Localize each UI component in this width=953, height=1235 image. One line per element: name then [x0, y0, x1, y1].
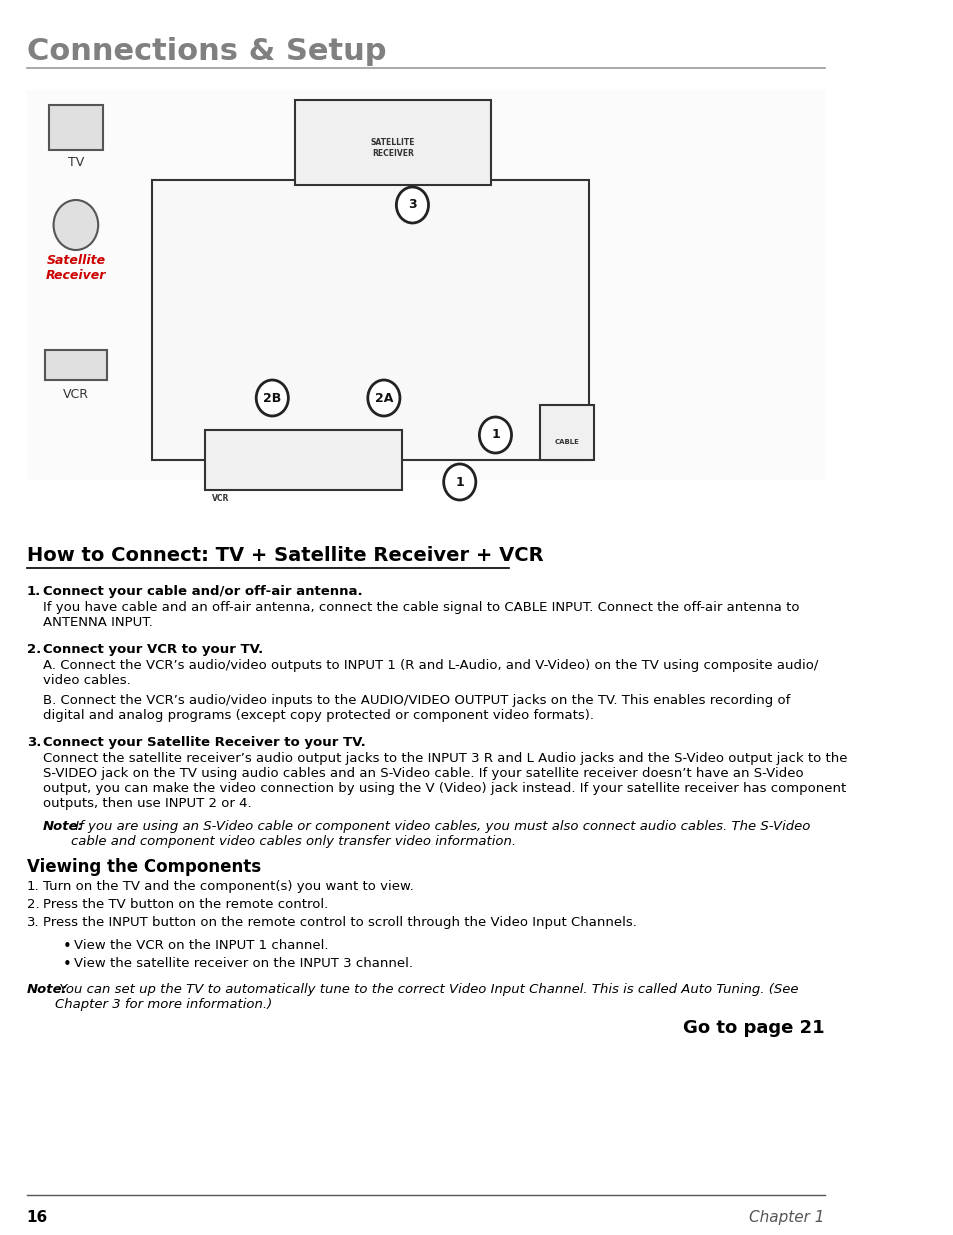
- Text: Connections & Setup: Connections & Setup: [27, 37, 386, 67]
- Text: Connect your VCR to your TV.: Connect your VCR to your TV.: [43, 643, 263, 656]
- Circle shape: [395, 186, 428, 224]
- Text: Note:: Note:: [43, 820, 84, 832]
- Text: How to Connect: TV + Satellite Receiver + VCR: How to Connect: TV + Satellite Receiver …: [27, 546, 543, 564]
- Text: If you are using an S-Video cable or component video cables, you must also conne: If you are using an S-Video cable or com…: [71, 820, 810, 848]
- Text: You can set up the TV to automatically tune to the correct Video Input Channel. : You can set up the TV to automatically t…: [55, 983, 798, 1011]
- Text: Press the INPUT button on the remote control to scroll through the Video Input C: Press the INPUT button on the remote con…: [43, 916, 636, 929]
- Text: Go to page 21: Go to page 21: [682, 1019, 824, 1037]
- Circle shape: [256, 380, 288, 416]
- Circle shape: [368, 380, 399, 416]
- Text: VCR: VCR: [212, 494, 229, 503]
- Text: Connect your cable and/or off-air antenna.: Connect your cable and/or off-air antenn…: [43, 585, 362, 598]
- Text: If you have cable and an off-air antenna, connect the cable signal to CABLE INPU: If you have cable and an off-air antenna…: [43, 601, 799, 629]
- Text: Turn on the TV and the component(s) you want to view.: Turn on the TV and the component(s) you …: [43, 881, 414, 893]
- Text: •: •: [63, 957, 71, 972]
- Text: VCR: VCR: [63, 389, 89, 401]
- Text: Satellite
Receiver: Satellite Receiver: [46, 254, 106, 282]
- Text: Connect the satellite receiver’s audio output jacks to the INPUT 3 R and L Audio: Connect the satellite receiver’s audio o…: [43, 752, 846, 810]
- Bar: [45, 350, 107, 380]
- Text: 1.: 1.: [27, 881, 39, 893]
- Bar: [539, 405, 593, 459]
- Text: Chapter 1: Chapter 1: [749, 1210, 824, 1225]
- Text: 2.: 2.: [27, 643, 41, 656]
- Bar: [294, 100, 491, 185]
- Circle shape: [479, 417, 511, 453]
- Text: 3.: 3.: [27, 916, 39, 929]
- Text: 16: 16: [27, 1210, 48, 1225]
- Text: Press the TV button on the remote control.: Press the TV button on the remote contro…: [43, 898, 328, 911]
- Bar: [205, 430, 401, 490]
- Text: •: •: [63, 939, 71, 953]
- Text: 1: 1: [491, 429, 499, 441]
- Text: B. Connect the VCR’s audio/video inputs to the AUDIO/VIDEO OUTPUT jacks on the T: B. Connect the VCR’s audio/video inputs …: [43, 694, 789, 722]
- Text: 3.: 3.: [27, 736, 41, 748]
- Circle shape: [443, 464, 476, 500]
- Text: View the VCR on the INPUT 1 channel.: View the VCR on the INPUT 1 channel.: [74, 939, 328, 952]
- Text: 2A: 2A: [375, 391, 393, 405]
- Circle shape: [53, 200, 98, 249]
- Text: CABLE: CABLE: [554, 438, 578, 445]
- Text: 1: 1: [455, 475, 464, 489]
- Text: 1.: 1.: [27, 585, 41, 598]
- Bar: [27, 90, 824, 480]
- Text: 2.: 2.: [27, 898, 39, 911]
- Text: Viewing the Components: Viewing the Components: [27, 858, 260, 876]
- Text: 2B: 2B: [263, 391, 281, 405]
- Text: A. Connect the VCR’s audio/video outputs to INPUT 1 (R and L-Audio, and V-Video): A. Connect the VCR’s audio/video outputs…: [43, 659, 818, 687]
- Bar: [49, 105, 103, 149]
- Text: View the satellite receiver on the INPUT 3 channel.: View the satellite receiver on the INPUT…: [74, 957, 413, 969]
- Bar: [152, 180, 589, 459]
- Text: Note:: Note:: [27, 983, 68, 995]
- Text: Connect your Satellite Receiver to your TV.: Connect your Satellite Receiver to your …: [43, 736, 365, 748]
- Text: 3: 3: [408, 199, 416, 211]
- Text: SATELLITE
RECEIVER: SATELLITE RECEIVER: [370, 138, 415, 158]
- Text: TV: TV: [68, 156, 84, 168]
